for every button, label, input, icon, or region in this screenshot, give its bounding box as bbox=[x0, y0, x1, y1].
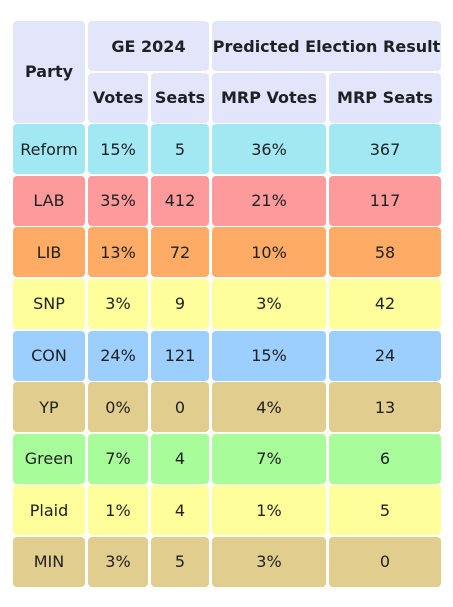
table-cell-mrp-votes: 3% bbox=[212, 278, 326, 329]
table-cell-party: Reform bbox=[13, 124, 85, 175]
table-cell-votes: 3% bbox=[88, 536, 148, 587]
header-mrp-votes: MRP Votes bbox=[212, 72, 326, 123]
table-cell-seats: 5 bbox=[151, 124, 209, 175]
table-cell-seats: 412 bbox=[151, 175, 209, 226]
table-cell-mrp-seats: 13 bbox=[329, 382, 441, 433]
election-table: Party GE 2024 Predicted Election Result … bbox=[13, 21, 441, 587]
table-cell-mrp-votes: 21% bbox=[212, 175, 326, 226]
header-party: Party bbox=[13, 21, 85, 123]
table-cell-mrp-votes: 1% bbox=[212, 485, 326, 536]
table-cell-votes: 1% bbox=[88, 485, 148, 536]
table-cell-mrp-seats: 24 bbox=[329, 330, 441, 381]
table-cell-votes: 0% bbox=[88, 382, 148, 433]
table-cell-mrp-votes: 4% bbox=[212, 382, 326, 433]
header-mrp-seats: MRP Seats bbox=[329, 72, 441, 123]
table-cell-party: LIB bbox=[13, 227, 85, 278]
table-cell-party: SNP bbox=[13, 278, 85, 329]
table-cell-seats: 4 bbox=[151, 433, 209, 484]
table-cell-party: CON bbox=[13, 330, 85, 381]
table-cell-votes: 15% bbox=[88, 124, 148, 175]
header-predicted-result: Predicted Election Result bbox=[212, 21, 441, 71]
table-cell-mrp-votes: 15% bbox=[212, 330, 326, 381]
table-cell-seats: 4 bbox=[151, 485, 209, 536]
table-cell-mrp-seats: 5 bbox=[329, 485, 441, 536]
table-cell-mrp-votes: 7% bbox=[212, 433, 326, 484]
table-cell-mrp-seats: 58 bbox=[329, 227, 441, 278]
table-cell-mrp-votes: 36% bbox=[212, 124, 326, 175]
table-cell-votes: 24% bbox=[88, 330, 148, 381]
table-cell-mrp-seats: 42 bbox=[329, 278, 441, 329]
header-ge2024: GE 2024 bbox=[88, 21, 209, 71]
table-cell-mrp-seats: 6 bbox=[329, 433, 441, 484]
table-cell-party: YP bbox=[13, 382, 85, 433]
table-cell-mrp-seats: 117 bbox=[329, 175, 441, 226]
table-cell-mrp-seats: 367 bbox=[329, 124, 441, 175]
table-cell-seats: 0 bbox=[151, 382, 209, 433]
table-cell-votes: 7% bbox=[88, 433, 148, 484]
table-cell-seats: 9 bbox=[151, 278, 209, 329]
table-cell-party: Plaid bbox=[13, 485, 85, 536]
table-cell-seats: 121 bbox=[151, 330, 209, 381]
table-cell-seats: 5 bbox=[151, 536, 209, 587]
table-cell-party: LAB bbox=[13, 175, 85, 226]
table-cell-mrp-votes: 3% bbox=[212, 536, 326, 587]
table-cell-party: MIN bbox=[13, 536, 85, 587]
table-cell-mrp-seats: 0 bbox=[329, 536, 441, 587]
table-cell-votes: 35% bbox=[88, 175, 148, 226]
table-cell-votes: 3% bbox=[88, 278, 148, 329]
table-cell-votes: 13% bbox=[88, 227, 148, 278]
table-cell-mrp-votes: 10% bbox=[212, 227, 326, 278]
header-seats: Seats bbox=[151, 72, 209, 123]
header-votes: Votes bbox=[88, 72, 148, 123]
table-cell-seats: 72 bbox=[151, 227, 209, 278]
table-cell-party: Green bbox=[13, 433, 85, 484]
